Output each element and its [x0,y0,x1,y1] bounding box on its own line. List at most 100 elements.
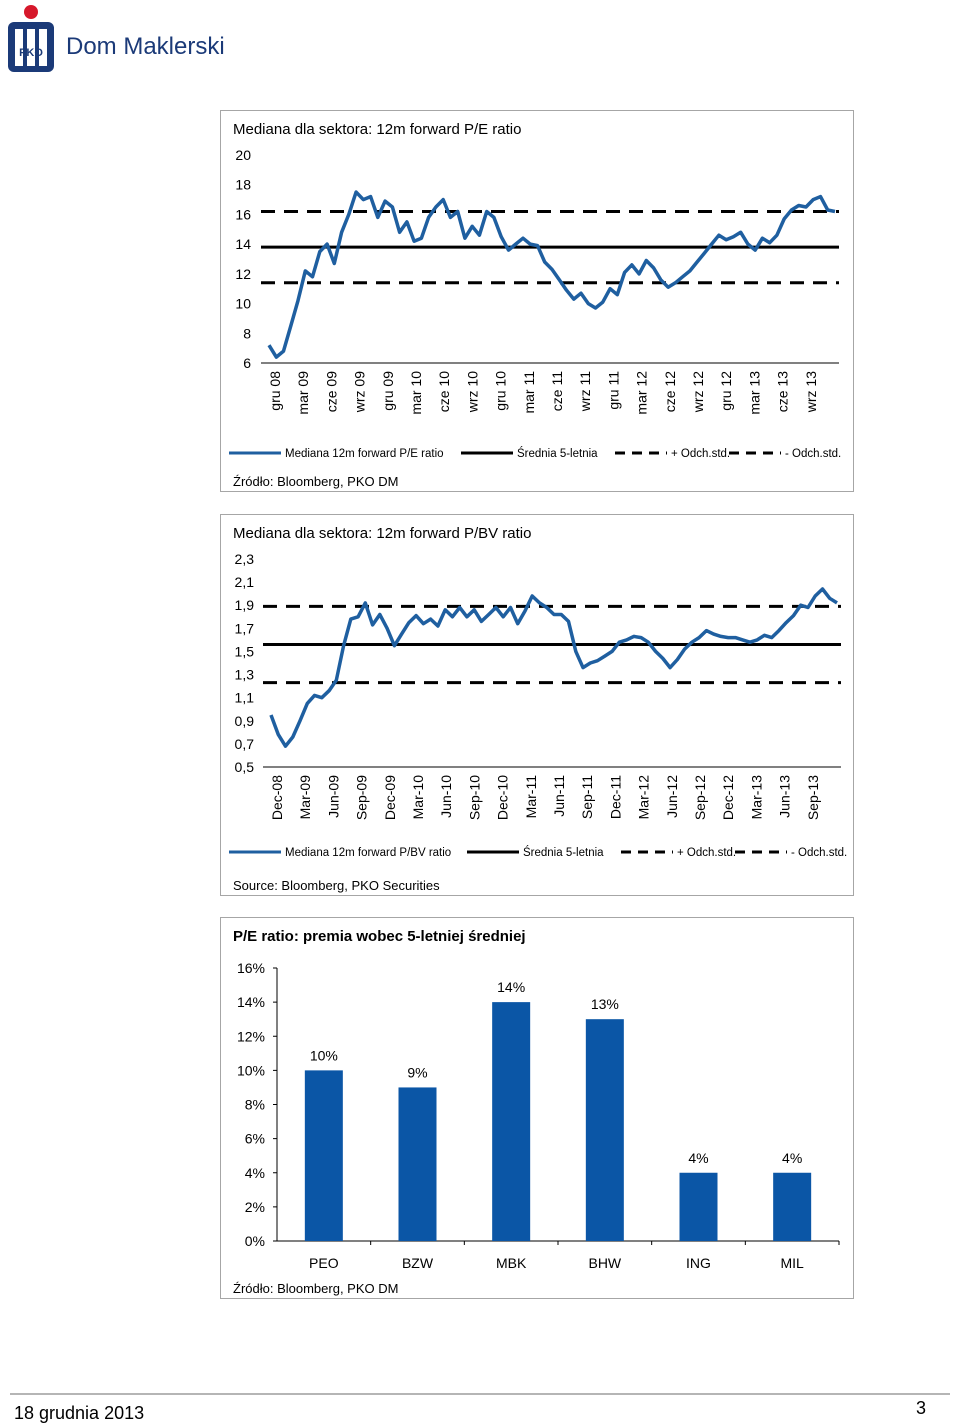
y-tick-label: 8 [243,325,251,341]
pbv-chart-title: Mediana dla sektora: 12m forward P/BV ra… [233,525,532,542]
y-tick-label: 2,3 [235,551,255,567]
x-tick-label: Mar-11 [523,775,539,819]
x-tick-label: cze 13 [775,371,791,412]
x-tick-label: cze 09 [323,371,339,412]
pe-chart-source: Źródło: Bloomberg, PKO DM [233,474,399,489]
y-tick-label: 1,3 [235,667,255,683]
x-tick-label: cze 11 [549,371,565,411]
bar [679,1172,718,1241]
x-tick-label: wrz 09 [352,371,368,413]
legend-label-median: Mediana 12m forward P/BV ratio [285,847,451,859]
x-tick-label: gru 11 [605,371,621,410]
legend-label-mean: Średnia 5-letnia [523,846,604,859]
pko-logo-mark: PKO Dom Maklerski [8,5,225,72]
premium-chart-panel: P/E ratio: premia wobec 5-letniej średni… [220,917,854,1299]
x-tick-label: mar 10 [408,371,424,415]
y-tick-label: 10% [237,1062,265,1078]
x-tick-label: Sep-09 [354,775,370,820]
bar-value-label: 9% [407,1064,427,1080]
brand-name: Dom Maklerski [66,33,225,60]
pko-logo: PKO Dom Maklerski [4,2,234,78]
x-tick-label: cze 12 [662,371,678,412]
logo-mark-text: PKO [19,47,43,59]
footer-date: 18 grudnia 2013 [14,1403,145,1423]
x-tick-label: Mar-13 [748,775,764,820]
x-tick-label: Mar-09 [297,775,313,820]
y-tick-label: 8% [245,1097,265,1113]
premium-chart-source: Źródło: Bloomberg, PKO DM [233,1281,399,1296]
bar-value-label: 13% [591,996,619,1012]
legend-label-minus-std: - Odch.std. [785,448,841,460]
pe-chart-title: Mediana dla sektora: 12m forward P/E rat… [233,121,522,138]
x-tick-label: Jun-13 [777,775,793,818]
y-tick-label: 2% [245,1199,265,1215]
x-tick-label: Dec-12 [720,775,736,820]
y-tick-label: 0,9 [235,713,255,729]
x-tick-label: cze 10 [436,371,452,412]
x-tick-label: Jun-11 [551,775,567,817]
x-tick-label: wrz 11 [577,371,593,412]
bar-value-label: 10% [310,1047,338,1063]
y-tick-label: 14% [237,994,265,1010]
x-tick-label: wrz 12 [690,371,706,413]
legend-label-mean: Średnia 5-letnia [517,447,598,460]
y-tick-label: 1,1 [235,690,255,706]
premium-chart: 16% 14% 12% 10% 8% 6% 4% 2% 0% 10% PEO 9% BZW 14% MBK 1… [237,960,840,1271]
x-tick-label: Jun-09 [325,775,341,818]
footer-divider [10,1393,950,1395]
x-tick-label: gru 12 [718,371,734,411]
pe-chart-panel: Mediana dla sektora: 12m forward P/E rat… [220,110,854,492]
legend-label-plus-std: + Odch.std. [671,448,730,460]
x-tick-label: gru 08 [267,371,283,411]
median-series-line [269,587,838,748]
x-tick-label: Jun-12 [664,775,680,818]
x-tick-label: Dec-08 [269,775,285,820]
x-tick-label: gru 10 [493,371,509,411]
x-tick-label: Sep-13 [805,775,821,820]
bar [492,1002,531,1241]
x-tick-label: mar 13 [746,371,762,415]
bar [773,1172,812,1241]
bar-category-label: PEO [309,1255,339,1271]
bar-value-label: 4% [782,1150,802,1166]
pbv-chart-panel: Mediana dla sektora: 12m forward P/BV ra… [220,514,854,896]
y-tick-label: 18 [235,177,251,193]
bar-category-label: BHW [588,1255,621,1271]
y-tick-label: 2,1 [235,574,255,590]
y-tick-label: 1,5 [235,643,255,659]
y-tick-label: 6 [243,355,251,371]
x-tick-label: Dec-10 [495,775,511,820]
pe-chart: 20 18 16 14 12 10 8 6 gru 08 mar 09 cze 09 wrz 09 gr… [229,147,841,460]
bar [304,1070,343,1241]
y-tick-label: 1,9 [235,597,255,613]
pbv-chart: 2,3 2,1 1,9 1,7 1,5 1,3 1,1 0,9 0,7 0,5 Dec-08 Mar-… [229,551,847,859]
y-tick-label: 14 [235,236,251,252]
bar-category-label: BZW [402,1255,434,1271]
y-tick-label: 12 [235,266,251,282]
x-tick-label: Sep-10 [466,775,482,820]
x-tick-label: gru 09 [380,371,396,411]
y-tick-label: 1,7 [235,620,255,636]
page-number: 3 [915,1398,926,1418]
x-tick-label: Jun-10 [438,775,454,818]
x-tick-label: Dec-11 [607,775,623,819]
legend-label-median: Mediana 12m forward P/E ratio [285,448,444,460]
y-tick-label: 0,5 [235,759,255,775]
y-tick-label: 20 [235,147,251,163]
bar-category-label: MIL [780,1255,804,1271]
bar-category-label: ING [686,1255,711,1271]
bar-value-label: 4% [688,1150,708,1166]
pbv-chart-source: Source: Bloomberg, PKO Securities [233,878,440,893]
median-series-line [267,190,836,359]
y-tick-label: 12% [237,1028,265,1044]
bar-category-label: MBK [496,1255,527,1271]
x-tick-label: wrz 10 [464,371,480,413]
x-tick-label: Dec-09 [382,775,398,820]
y-tick-label: 4% [245,1165,265,1181]
premium-chart-title: P/E ratio: premia wobec 5-letniej średni… [233,928,526,945]
bar-value-label: 14% [497,979,525,995]
y-tick-label: 0,7 [235,736,255,752]
legend-label-plus-std: + Odch.std. [677,847,736,859]
x-tick-label: Sep-12 [692,775,708,820]
x-tick-label: Mar-12 [636,775,652,820]
